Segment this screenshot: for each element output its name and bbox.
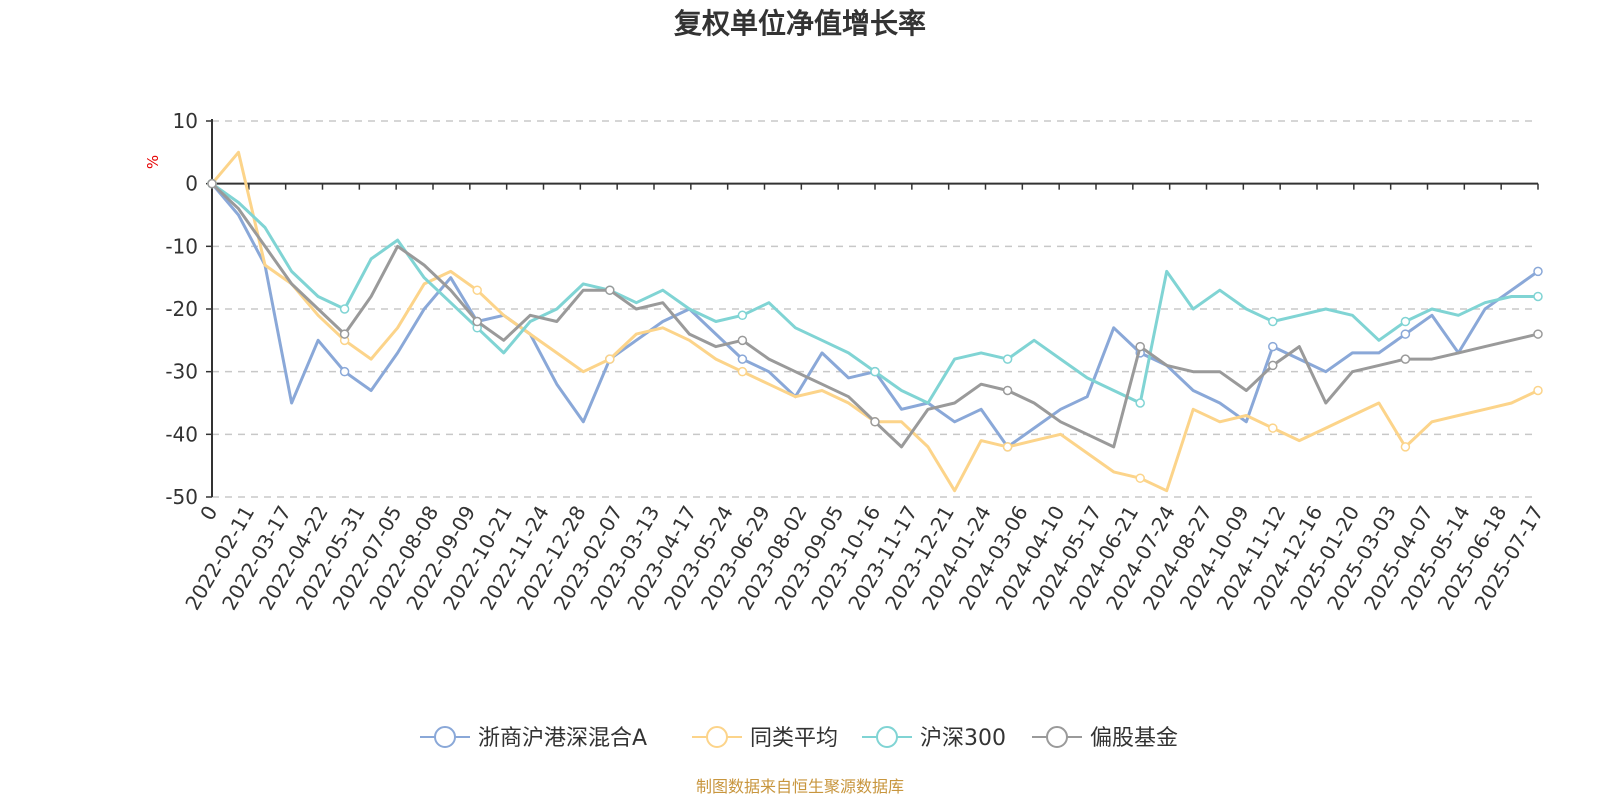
y-axis-unit: % [144, 155, 162, 169]
series-line-1 [210, 150, 1539, 493]
y-tick-label: -50 [165, 485, 198, 509]
legend-label: 浙商沪港深混合A [478, 726, 647, 751]
legend-item-2[interactable]: 沪深300 [862, 726, 1006, 751]
grid-lines [212, 120, 1538, 498]
series-point [737, 335, 748, 346]
y-tick-label: -20 [165, 297, 198, 321]
series-point [1533, 385, 1543, 396]
legend-item-3[interactable]: 偏股基金 [1032, 726, 1178, 751]
series-line-0 [210, 182, 1539, 449]
legend-marker [434, 726, 456, 748]
series-point [1533, 329, 1543, 339]
series-point [1268, 316, 1278, 327]
series-point [1533, 266, 1543, 277]
series-point [339, 366, 350, 377]
series-point [1002, 354, 1013, 364]
series-point [1400, 354, 1411, 364]
series-point [472, 316, 482, 327]
series-point [1135, 341, 1145, 352]
series-point [1400, 329, 1411, 339]
series-point [1400, 316, 1411, 327]
series-point [1002, 442, 1013, 452]
series-point [605, 354, 615, 364]
series-point [737, 310, 748, 321]
series-point [339, 304, 350, 314]
series-point [1135, 398, 1145, 408]
series-point [1268, 423, 1278, 433]
series-point [472, 285, 482, 295]
legend-item-0[interactable]: 浙商沪港深混合A [420, 726, 647, 751]
legend-label: 同类平均 [750, 726, 838, 751]
series-point [1268, 341, 1278, 352]
series-point [339, 329, 350, 339]
series-line-3 [210, 182, 1539, 449]
series-point [1400, 442, 1411, 452]
data-source-note: 制图数据来自恒生聚源数据库 [696, 777, 904, 796]
series-point [870, 366, 880, 377]
series-point [1002, 385, 1013, 396]
y-tick-label: 0 [185, 172, 198, 196]
legend-marker [1046, 726, 1068, 748]
y-tick-label: -40 [165, 422, 198, 446]
series-point [1135, 473, 1145, 483]
legend-marker [876, 726, 898, 748]
series-lines [207, 150, 1543, 493]
legend-marker [706, 726, 728, 748]
chart-title: 复权单位净值增长率 [674, 7, 926, 40]
series-point [870, 417, 880, 427]
series-point [1268, 360, 1278, 371]
series-point [737, 354, 748, 364]
y-tick-label: -30 [165, 360, 198, 384]
series-point [737, 366, 748, 377]
series-point [605, 285, 615, 295]
legend-label: 偏股基金 [1090, 726, 1178, 751]
legend-item-1[interactable]: 同类平均 [692, 726, 838, 751]
y-tick-label: -10 [165, 234, 198, 258]
legend-label: 沪深300 [920, 726, 1006, 751]
series-point [1533, 291, 1543, 302]
legend[interactable]: 浙商沪港深混合A 同类平均 沪深300 偏股基金 [420, 726, 1178, 751]
series-point [207, 178, 217, 189]
y-tick-label: 10 [173, 109, 198, 133]
x-tick-label: 0 [195, 502, 222, 525]
